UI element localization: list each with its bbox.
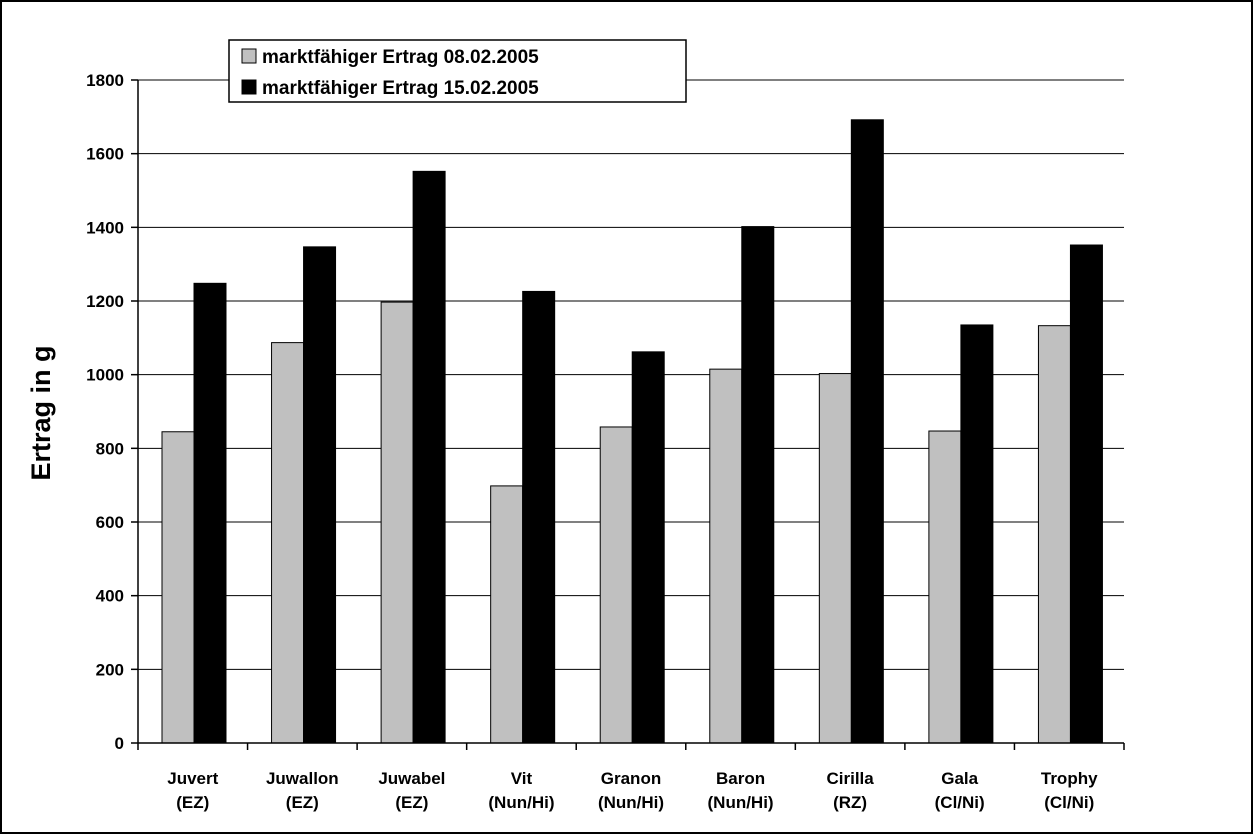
bar-series-1	[709, 368, 743, 744]
x-tick-label: Juwallon	[266, 769, 339, 788]
y-tick-label: 1800	[86, 71, 124, 90]
y-tick-label: 1200	[86, 292, 124, 311]
bar-series-2	[303, 246, 337, 744]
bar-series-1	[271, 342, 305, 744]
bar-series-2	[741, 226, 775, 744]
legend-label-series-1: marktfähiger Ertrag 08.02.2005	[262, 47, 539, 68]
x-tick-label: Gala	[941, 769, 978, 788]
bar-series-2	[631, 351, 665, 744]
bar-series-2	[522, 290, 556, 744]
legend-label-series-2: marktfähiger Ertrag 15.02.2005	[262, 78, 539, 99]
y-tick-label: 0	[115, 734, 124, 753]
y-tick-label: 1000	[86, 366, 124, 385]
x-tick-label: Vit	[511, 769, 533, 788]
y-tick-label: 600	[96, 513, 124, 532]
x-tick-labels: Juvert (EZ) Juwallon (EZ) Juwabel (EZ) Vit (Nun…	[167, 769, 1098, 812]
x-tick-label: Baron	[716, 769, 765, 788]
bar-series-1	[490, 485, 524, 744]
bar-series-1	[161, 431, 195, 744]
legend-swatch-series-2	[241, 79, 257, 95]
y-tick-labels: 0 200 400 600 800 1000 1200 1400 1600 1800	[86, 71, 124, 753]
bar-series-1	[599, 426, 633, 744]
bar-series-2	[193, 282, 227, 744]
legend-box	[228, 39, 687, 103]
legend-swatch-series-1	[241, 48, 257, 64]
x-tick-label: Cirilla	[826, 769, 874, 788]
axes	[131, 79, 1125, 750]
x-tick-label: Juvert	[167, 769, 218, 788]
x-tick-label: (EZ)	[176, 793, 209, 812]
bar-series-2	[960, 324, 994, 744]
bar-series-2	[1069, 244, 1103, 744]
x-tick-label: Granon	[601, 769, 661, 788]
x-tick-label: (Nun/Hi)	[708, 793, 774, 812]
x-tick-label: Juwabel	[378, 769, 445, 788]
x-tick-label: (Cl/Ni)	[935, 793, 985, 812]
y-tick-label: 800	[96, 439, 124, 458]
x-tick-label: (Nun/Hi)	[598, 793, 664, 812]
bar-series-2	[412, 170, 446, 744]
bar-series-1	[380, 301, 414, 744]
bar-series-1	[1037, 325, 1071, 744]
y-tick-label: 400	[96, 587, 124, 606]
legend: marktfähiger Ertrag 08.02.2005 marktfähi…	[228, 39, 687, 103]
y-axis-title: Ertrag in g	[26, 345, 56, 480]
x-tick-label: (EZ)	[395, 793, 428, 812]
x-tick-label: (RZ)	[833, 793, 867, 812]
bar-series-2	[850, 119, 884, 744]
bar-series-1	[818, 373, 852, 744]
x-tick-label: Trophy	[1041, 769, 1098, 788]
bars	[161, 119, 1103, 744]
bar-series-1	[928, 430, 962, 744]
x-tick-label: (Nun/Hi)	[488, 793, 554, 812]
y-tick-label: 200	[96, 660, 124, 679]
x-tick-label: (Cl/Ni)	[1044, 793, 1094, 812]
x-tick-label: (EZ)	[286, 793, 319, 812]
y-tick-label: 1600	[86, 145, 124, 164]
y-tick-label: 1400	[86, 218, 124, 237]
